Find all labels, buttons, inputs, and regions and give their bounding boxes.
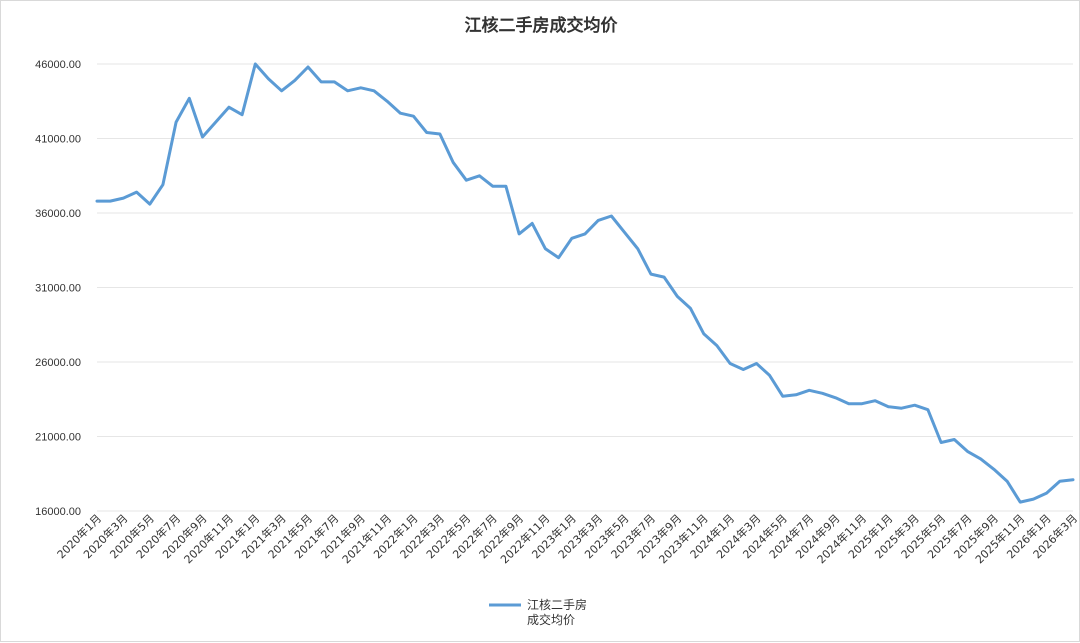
y-tick-label: 46000.00 xyxy=(35,59,81,71)
y-tick-label: 36000.00 xyxy=(35,208,81,220)
y-tick-label: 41000.00 xyxy=(35,134,81,146)
y-tick-label: 31000.00 xyxy=(35,283,81,295)
y-tick-label: 21000.00 xyxy=(35,432,81,444)
y-tick-label: 26000.00 xyxy=(35,357,81,369)
chart-title: 江核二手房成交均价 xyxy=(465,15,619,36)
gridlines xyxy=(97,64,1073,511)
legend-label-line1: 江核二手房 xyxy=(527,597,587,612)
y-axis-ticks: 16000.00 21000.00 26000.00 31000.00 36000.00… xyxy=(35,59,81,518)
legend: 江核二手房 成交均价 xyxy=(489,597,587,627)
x-axis-ticks: 2020年1月2020年3月2020年5月2020年7月2020年9月2020年… xyxy=(54,511,1080,566)
y-tick-label: 16000.00 xyxy=(35,506,81,518)
legend-label-line2: 成交均价 xyxy=(527,612,575,627)
